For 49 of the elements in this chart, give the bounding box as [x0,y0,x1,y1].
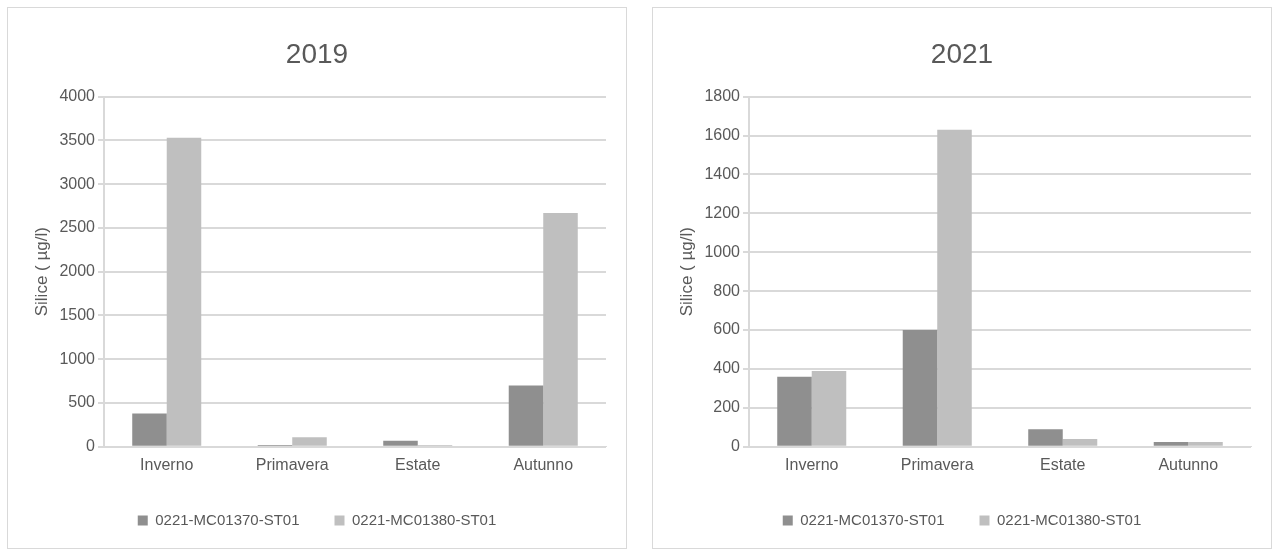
y-tick-label: 1600 [704,125,741,143]
y-axis-title: Silice ( µg/l) [676,227,696,317]
chart-title: 2021 [930,37,994,69]
x-tick-label: Inverno [785,455,839,473]
legend-label: 0221-MC01380-ST01 [352,510,497,528]
x-tick-label: Estate [1040,455,1086,473]
bar [902,330,938,446]
y-tick-label: 1000 [59,349,96,367]
y-tick-label: 3500 [59,130,96,148]
y-tick-label: 800 [713,281,741,299]
y-axis-title: Silice ( µg/l) [31,227,51,317]
bar [132,413,167,446]
bar [777,376,812,446]
y-tick-label: 1200 [704,203,741,221]
bar [937,129,972,446]
y-tick-label: 1400 [704,164,741,182]
y-tick-label: 0 [731,437,741,455]
y-tick-label: 500 [68,393,96,411]
bar [1028,429,1063,446]
y-tick-label: 2500 [59,218,96,236]
y-tick-label: 400 [713,359,741,377]
x-tick-label: Primavera [255,455,329,473]
y-tick-label: 3000 [59,174,96,192]
y-tick-label: 0 [86,437,96,455]
y-tick-label: 1800 [704,87,741,105]
bar [508,385,544,446]
bar [166,137,202,446]
bar [811,370,847,446]
x-tick-label: Inverno [140,455,194,473]
bar [543,213,578,446]
bar [1153,441,1189,446]
y-tick-label: 4000 [59,87,96,105]
y-tick-label: 200 [713,398,741,416]
x-tick-label: Autunno [1158,455,1219,473]
legend-label: 0221-MC01380-ST01 [997,510,1142,528]
y-tick-label: 2000 [59,262,96,280]
bar [292,437,327,446]
x-tick-label: Estate [395,455,441,473]
bar [1062,439,1098,446]
legend-label: 0221-MC01370-ST01 [155,510,300,528]
y-tick-label: 1500 [59,305,96,323]
legend-label: 0221-MC01370-ST01 [800,510,945,528]
chart-title: 2019 [285,37,349,69]
x-tick-label: Autunno [513,455,574,473]
x-tick-label: Primavera [900,455,974,473]
bar [1188,441,1223,446]
bar [383,440,418,446]
y-tick-label: 600 [713,320,741,338]
y-tick-label: 1000 [704,242,741,260]
